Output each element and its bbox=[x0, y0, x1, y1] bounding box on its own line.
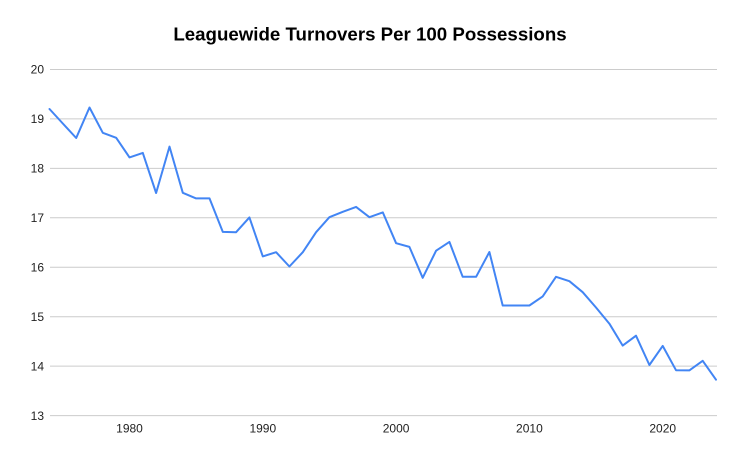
svg-text:2000: 2000 bbox=[383, 421, 410, 435]
svg-text:16: 16 bbox=[31, 261, 45, 275]
svg-text:2020: 2020 bbox=[649, 421, 676, 435]
svg-text:Leaguewide Turnovers Per 100 P: Leaguewide Turnovers Per 100 Possessions bbox=[173, 23, 566, 44]
svg-text:20: 20 bbox=[31, 63, 45, 77]
svg-text:19: 19 bbox=[31, 112, 45, 126]
svg-text:1990: 1990 bbox=[249, 421, 276, 435]
svg-text:17: 17 bbox=[31, 211, 45, 225]
svg-text:1980: 1980 bbox=[116, 421, 143, 435]
svg-text:2010: 2010 bbox=[516, 421, 543, 435]
svg-text:13: 13 bbox=[31, 409, 45, 423]
svg-text:14: 14 bbox=[31, 359, 45, 373]
svg-text:18: 18 bbox=[31, 162, 45, 176]
svg-text:15: 15 bbox=[31, 310, 45, 324]
